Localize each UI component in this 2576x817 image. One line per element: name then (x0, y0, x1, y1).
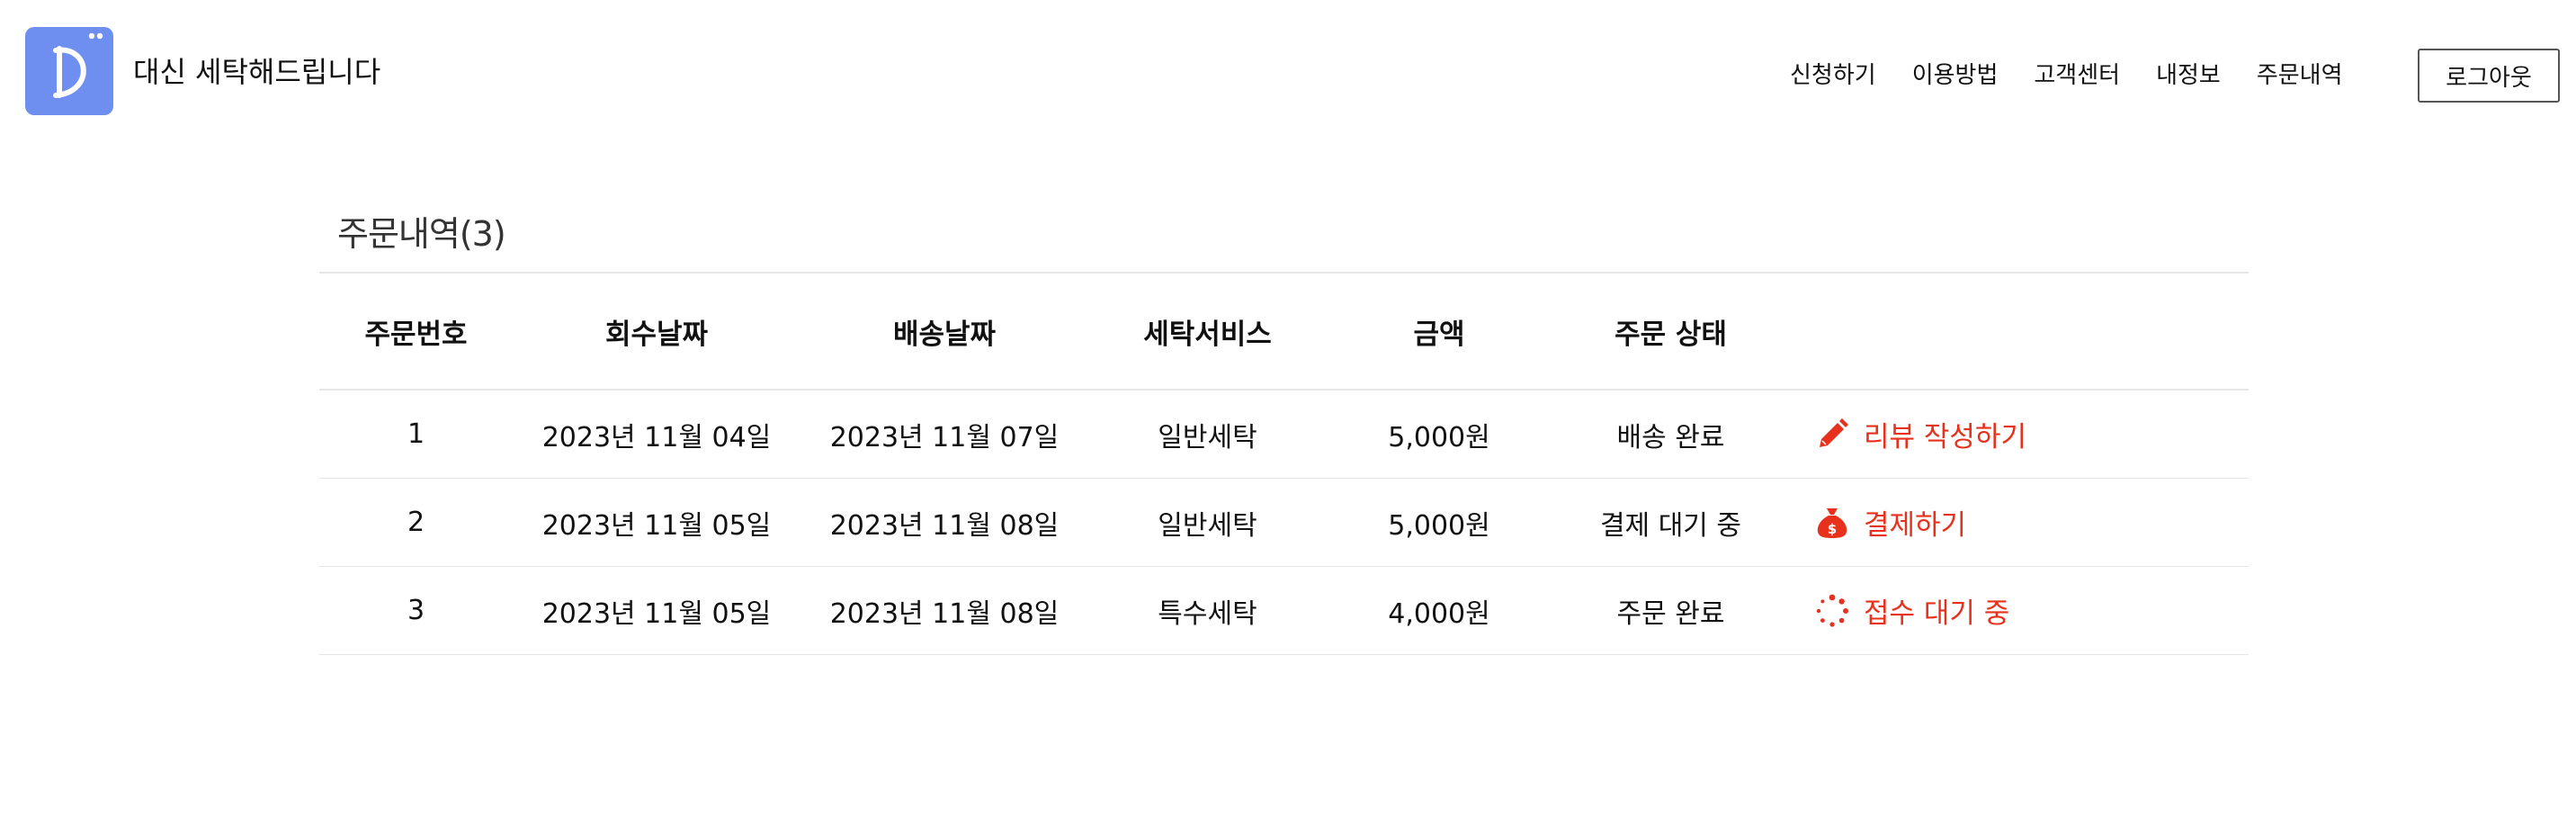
column-header-service: 세탁서비스 (1143, 318, 1272, 351)
pickup-date: 2023년 11월 05일 (541, 509, 772, 542)
money-bag-icon: $ (1815, 506, 1849, 540)
delivery-date: 2023년 11월 08일 (829, 509, 1060, 542)
nav-item-my-info[interactable]: 내정보 (2156, 62, 2221, 89)
table-row: 2 2023년 11월 05일 2023년 11월 08일 일반세탁 5,000… (319, 479, 2249, 567)
pay-now-link[interactable]: $ 결제하기 (1790, 502, 2249, 543)
logo-mark-icon (53, 32, 103, 98)
site-header: 대신 세탁해드립니다 신청하기 이용방법 고객센터 내정보 주문내역 로그아웃 (0, 0, 2576, 153)
order-price: 4,000원 (1388, 597, 1490, 630)
delivery-date: 2023년 11월 07일 (829, 421, 1060, 453)
table-header: 주문번호 회수날짜 배송날짜 세탁서비스 금액 주문 상태 (319, 274, 2249, 391)
nav-item-order-history[interactable]: 주문내역 (2256, 62, 2343, 89)
pencil-icon (1815, 417, 1849, 452)
write-review-label: 리뷰 작성하기 (1864, 421, 2026, 453)
column-header-price: 금액 (1413, 318, 1465, 351)
table-row: 1 2023년 11월 04일 2023년 11월 07일 일반세탁 5,000… (319, 391, 2249, 479)
order-price: 5,000원 (1388, 509, 1490, 542)
column-header-delivery-date: 배송날짜 (892, 318, 997, 351)
awaiting-receipt-label: 접수 대기 중 (1864, 597, 2010, 630)
nav-item-apply[interactable]: 신청하기 (1790, 62, 1876, 89)
laundry-service: 일반세탁 (1158, 421, 1257, 453)
laundry-service: 특수세탁 (1158, 597, 1257, 630)
brand-name[interactable]: 대신 세탁해드립니다 (133, 55, 381, 89)
delivery-date: 2023년 11월 08일 (829, 597, 1060, 630)
nav-item-how-to-use[interactable]: 이용방법 (1911, 62, 1999, 89)
write-review-link[interactable]: 리뷰 작성하기 (1790, 414, 2249, 454)
main-nav: 신청하기 이용방법 고객센터 내정보 주문내역 (1790, 59, 2343, 92)
order-status: 주문 완료 (1616, 597, 1725, 630)
spinner-icon (1815, 594, 1849, 628)
logo[interactable] (25, 27, 113, 115)
nav-item-customer-center[interactable]: 고객센터 (2034, 62, 2121, 89)
page-title: 주문내역(3) (319, 198, 2249, 274)
laundry-service: 일반세탁 (1158, 509, 1257, 542)
order-number: 3 (407, 595, 425, 626)
awaiting-receipt-status: 접수 대기 중 (1790, 590, 2249, 631)
column-header-pickup-date: 회수날짜 (604, 318, 709, 351)
order-number: 2 (407, 507, 425, 538)
pickup-date: 2023년 11월 05일 (541, 597, 772, 630)
column-header-status: 주문 상태 (1614, 318, 1727, 351)
order-price: 5,000원 (1388, 421, 1490, 453)
svg-text:$: $ (1828, 521, 1837, 537)
pickup-date: 2023년 11월 04일 (541, 421, 772, 453)
order-history-section: 주문내역(3) 주문번호 회수날짜 배송날짜 세탁서비스 금액 주문 상태 1 … (319, 198, 2249, 655)
order-number: 1 (407, 418, 425, 450)
table-row: 3 2023년 11월 05일 2023년 11월 08일 특수세탁 4,000… (319, 567, 2249, 655)
pay-now-label: 결제하기 (1864, 509, 1967, 542)
column-header-order-no: 주문번호 (364, 318, 468, 351)
logout-button[interactable]: 로그아웃 (2418, 49, 2560, 103)
order-status: 결제 대기 중 (1599, 509, 1742, 542)
order-status: 배송 완료 (1616, 421, 1725, 453)
